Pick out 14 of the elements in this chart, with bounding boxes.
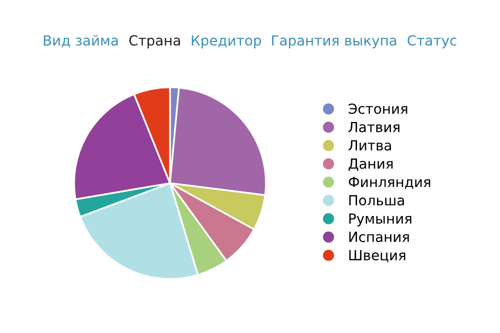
text: Вид займа <box>44 34 118 48</box>
legend-label: Дания <box>348 158 393 171</box>
text: Кредитор <box>192 35 261 48</box>
legend-label: Эстония <box>348 103 408 114</box>
legend-label: Испания <box>349 232 409 242</box>
text: Страна <box>129 35 180 48</box>
legend-label: Финляндия <box>348 176 430 189</box>
legend-label: Латвия <box>348 122 400 132</box>
legend-label: Литва <box>348 140 391 151</box>
legend-label: Польша <box>349 195 404 206</box>
text: Гарантия выкупа <box>272 35 396 48</box>
legend-label: Швеция <box>349 250 406 262</box>
legend-label: Румыния <box>349 213 412 226</box>
text: Статус <box>408 35 456 48</box>
